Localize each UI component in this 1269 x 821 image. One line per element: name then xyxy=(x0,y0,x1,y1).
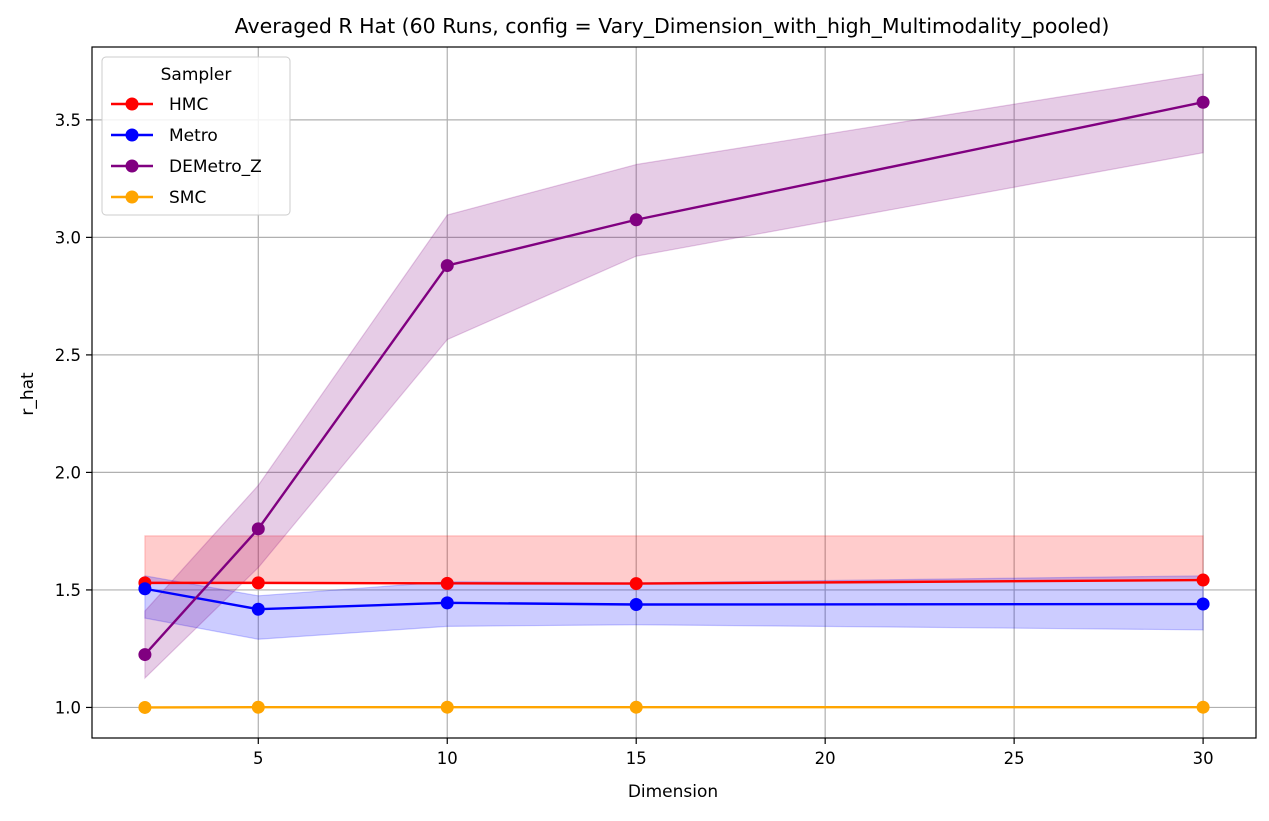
hmc-point xyxy=(1197,574,1210,587)
metro-point xyxy=(1197,598,1210,611)
legend: Sampler HMC Metro DEMetro_Z SMC xyxy=(102,57,290,215)
metro-point xyxy=(630,598,643,611)
metro-point xyxy=(441,596,454,609)
smc-point xyxy=(630,701,643,714)
demetro-z-point xyxy=(138,648,151,661)
legend-marker-hmc xyxy=(126,98,139,111)
smc-point xyxy=(252,701,265,714)
y-axis-label: r_hat xyxy=(18,372,38,416)
hmc-point xyxy=(630,577,643,590)
legend-label-hmc: HMC xyxy=(169,95,208,115)
smc-point xyxy=(1197,701,1210,714)
legend-label-smc: SMC xyxy=(169,188,206,208)
x-tick-label: 10 xyxy=(437,749,458,768)
y-tick-label: 1.5 xyxy=(55,581,81,600)
demetro-z-point xyxy=(630,213,643,226)
hmc-confidence-band xyxy=(145,536,1203,584)
x-tick-label: 20 xyxy=(815,749,836,768)
x-axis-label: Dimension xyxy=(628,782,718,802)
y-tick-label: 2.5 xyxy=(55,346,81,365)
x-axis-ticks: 5 10 15 20 25 30 xyxy=(253,738,1214,768)
y-tick-label: 1.0 xyxy=(55,698,81,717)
smc-point xyxy=(441,701,454,714)
legend-marker-metro xyxy=(126,129,139,142)
metro-point xyxy=(252,603,265,616)
legend-label-metro: Metro xyxy=(169,126,218,146)
y-tick-label: 2.0 xyxy=(55,463,81,482)
legend-marker-smc xyxy=(126,191,139,204)
metro-point xyxy=(138,582,151,595)
legend-label-demetro-z: DEMetro_Z xyxy=(169,157,262,177)
hmc-point xyxy=(252,576,265,589)
demetro-z-point xyxy=(1197,96,1210,109)
y-tick-label: 3.5 xyxy=(55,111,81,130)
smc-point xyxy=(138,701,151,714)
confidence-bands xyxy=(145,74,1203,707)
legend-title: Sampler xyxy=(161,65,232,85)
demetro-z-point xyxy=(252,522,265,535)
x-tick-label: 5 xyxy=(253,749,264,768)
y-tick-label: 3.0 xyxy=(55,228,81,247)
y-axis-ticks: 1.0 1.5 2.0 2.5 3.0 3.5 xyxy=(55,111,92,718)
x-tick-label: 15 xyxy=(626,749,647,768)
x-tick-label: 30 xyxy=(1193,749,1214,768)
x-tick-label: 25 xyxy=(1004,749,1025,768)
chart-title: Averaged R Hat (60 Runs, config = Vary_D… xyxy=(235,14,1110,39)
hmc-point xyxy=(441,577,454,590)
demetro-z-point xyxy=(441,259,454,272)
legend-marker-demetro-z xyxy=(126,160,139,173)
